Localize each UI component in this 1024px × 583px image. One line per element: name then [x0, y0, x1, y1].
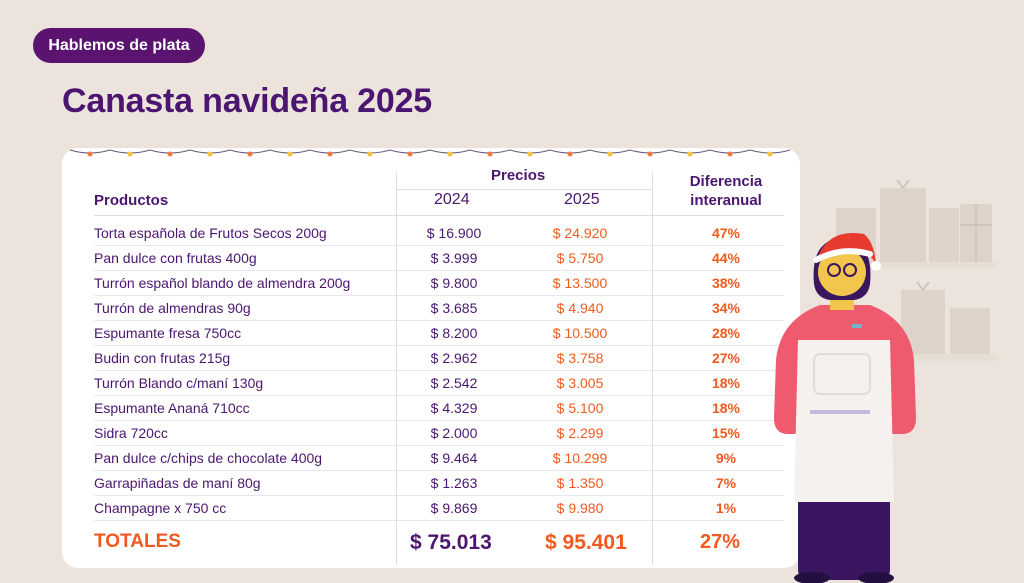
- price-2025: $ 13.500: [524, 270, 652, 296]
- light-bulb: [287, 151, 293, 157]
- diff-percent: 9%: [652, 445, 784, 471]
- price-2025: $ 10.299: [524, 445, 652, 471]
- diff-percent: 38%: [652, 270, 784, 296]
- diff-percent: 18%: [652, 395, 784, 421]
- legs: [798, 480, 890, 580]
- diff-percent: 44%: [652, 245, 784, 271]
- light-bulb: [327, 151, 333, 157]
- diff-percent: 28%: [652, 320, 784, 346]
- table-row: Turrón Blando c/maní 130g $ 2.542 $ 3.005 1…: [94, 370, 784, 396]
- light-bulb: [527, 151, 533, 157]
- price-2025: $ 5.750: [524, 245, 652, 271]
- table-row: Espumante Ananá 710cc $ 4.329 $ 5.100 18%: [94, 395, 784, 421]
- diff-percent: 47%: [652, 221, 784, 246]
- diff-percent: 7%: [652, 470, 784, 496]
- table-row: Budin con frutas 215g $ 2.962 $ 3.758 27%: [94, 345, 784, 371]
- light-bulb: [767, 151, 773, 157]
- table-row: Pan dulce con frutas 400g $ 3.999 $ 5.750 4…: [94, 245, 784, 271]
- price-2025: $ 9.980: [524, 495, 652, 521]
- light-bulb: [407, 151, 413, 157]
- product-name: Turrón español blando de almendra 200g: [94, 270, 396, 296]
- string-lights-decoration: [69, 149, 791, 157]
- product-name: Sidra 720cc: [94, 420, 396, 446]
- table-row: Garrapiñadas de maní 80g $ 1.263 $ 1.350 7%: [94, 470, 784, 496]
- diff-percent: 34%: [652, 295, 784, 321]
- product-name: Pan dulce c/chips de chocolate 400g: [94, 445, 396, 471]
- header-prices-group: Precios: [491, 167, 546, 184]
- price-2024: $ 4.329: [396, 395, 524, 421]
- diff-percent: 15%: [652, 420, 784, 446]
- diff-percent: 1%: [652, 495, 784, 521]
- totals-2025: $ 95.401: [545, 531, 627, 554]
- product-name: Espumante Ananá 710cc: [94, 395, 396, 421]
- product-name: Turrón Blando c/maní 130g: [94, 370, 396, 396]
- prices-group-underline: [396, 189, 652, 190]
- price-2024: $ 1.263: [396, 470, 524, 496]
- table-row: Sidra 720cc $ 2.000 $ 2.299 15%: [94, 420, 784, 446]
- header-diff-line1: Diferencia: [689, 173, 763, 190]
- product-name: Turrón de almendras 90g: [94, 295, 396, 321]
- diff-percent: 18%: [652, 370, 784, 396]
- header-2024: 2024: [434, 191, 470, 208]
- price-2024: $ 16.900: [396, 221, 524, 246]
- price-2024: $ 2.000: [396, 420, 524, 446]
- header-diff-line2: interanual: [690, 192, 762, 209]
- light-bulb: [207, 151, 213, 157]
- light-bulb: [647, 151, 653, 157]
- price-2025: $ 2.299: [524, 420, 652, 446]
- face: [818, 248, 866, 296]
- header-products: Productos: [94, 192, 169, 209]
- table-row: Pan dulce c/chips de chocolate 400g $ 9.4…: [94, 445, 784, 471]
- price-2024: $ 9.800: [396, 270, 524, 296]
- light-bulb: [727, 151, 733, 157]
- price-table: Torta española de Frutos Secos 200g $ 16.…: [94, 221, 784, 521]
- price-2024: $ 9.869: [396, 495, 524, 521]
- table-row: Turrón de almendras 90g $ 3.685 $ 4.940 34%: [94, 295, 784, 321]
- product-name: Espumante fresa 750cc: [94, 320, 396, 346]
- page-title: Canasta navideña 2025: [62, 82, 432, 120]
- price-2024: $ 3.999: [396, 245, 524, 271]
- light-bulb: [167, 151, 173, 157]
- product-name: Champagne x 750 cc: [94, 495, 396, 521]
- totals-2024: $ 75.013: [410, 531, 492, 554]
- price-2024: $ 2.542: [396, 370, 524, 396]
- apron: [794, 340, 894, 502]
- price-2024: $ 8.200: [396, 320, 524, 346]
- price-2025: $ 10.500: [524, 320, 652, 346]
- light-bulb: [247, 151, 253, 157]
- table-row: Torta española de Frutos Secos 200g $ 16.…: [94, 221, 784, 246]
- price-2024: $ 3.685: [396, 295, 524, 321]
- product-name: Garrapiñadas de maní 80g: [94, 470, 396, 496]
- header-diff: Diferencia interanual: [668, 172, 784, 210]
- product-name: Torta española de Frutos Secos 200g: [94, 221, 396, 246]
- price-2025: $ 3.005: [524, 370, 652, 396]
- price-2025: $ 24.920: [524, 221, 652, 246]
- totals-diff: 27%: [700, 531, 741, 553]
- product-name: Pan dulce con frutas 400g: [94, 245, 396, 271]
- totals-label: TOTALES: [94, 531, 181, 552]
- light-bulb: [447, 151, 453, 157]
- light-bulb: [607, 151, 613, 157]
- section-badge: Hablemos de plata: [33, 28, 205, 63]
- header-2025: 2025: [564, 191, 600, 208]
- light-bulb: [487, 151, 493, 157]
- table-row: Turrón español blando de almendra 200g $ …: [94, 270, 784, 296]
- product-name: Budin con frutas 215g: [94, 345, 396, 371]
- diff-percent: 27%: [652, 345, 784, 371]
- price-2024: $ 2.962: [396, 345, 524, 371]
- light-bulb: [127, 151, 133, 157]
- light-bulb: [687, 151, 693, 157]
- light-bulb: [87, 151, 93, 157]
- table-row: Champagne x 750 cc $ 9.869 $ 9.980 1%: [94, 495, 784, 521]
- light-bulb: [567, 151, 573, 157]
- price-2025: $ 1.350: [524, 470, 652, 496]
- price-2024: $ 9.464: [396, 445, 524, 471]
- table-row: Espumante fresa 750cc $ 8.200 $ 10.500 28%: [94, 320, 784, 346]
- price-2025: $ 5.100: [524, 395, 652, 421]
- shopkeeper-illustration: [774, 180, 996, 583]
- price-2025: $ 3.758: [524, 345, 652, 371]
- price-2025: $ 4.940: [524, 295, 652, 321]
- header-underline: [94, 215, 784, 216]
- light-bulb: [367, 151, 373, 157]
